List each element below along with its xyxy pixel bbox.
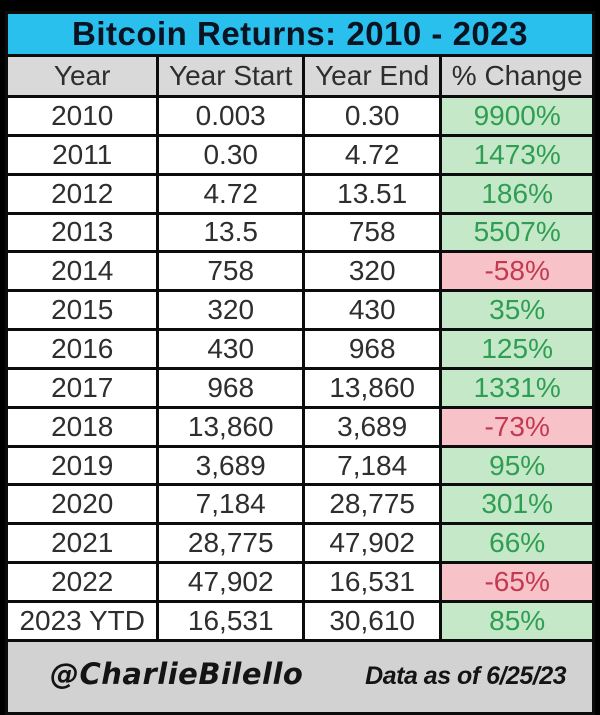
year-end-cell: 3,689 xyxy=(301,405,443,448)
year-end-cell: 47,902 xyxy=(301,522,443,565)
year-end-cell: 0.30 xyxy=(301,95,443,137)
col-header-year-start: Year Start xyxy=(156,54,305,98)
table-row: 2016 430 968 125% xyxy=(4,328,595,370)
table-row: 2011 0.30 4.72 1473% xyxy=(4,133,595,176)
year-end-cell: 13,860 xyxy=(301,366,443,409)
pct-change-cell: 125% xyxy=(439,328,595,370)
year-cell: 2016 xyxy=(4,328,160,370)
year-cell: 2017 xyxy=(4,366,160,409)
year-cell: 2014 xyxy=(4,250,160,293)
title-row: Bitcoin Returns: 2010 - 2023 xyxy=(5,11,595,57)
pct-change-cell: 35% xyxy=(439,289,595,332)
table-body: 2010 0.003 0.30 9900% 2011 0.30 4.72 1473% 2012 4… xyxy=(4,95,595,643)
year-end-cell: 7,184 xyxy=(301,444,443,487)
col-header-year-end: Year End xyxy=(301,54,443,98)
pct-change-cell: 1331% xyxy=(439,366,595,409)
pct-change-cell: -65% xyxy=(439,561,595,603)
year-cell: 2013 xyxy=(4,211,160,254)
pct-change-cell: -58% xyxy=(439,250,595,293)
year-end-cell: 4.72 xyxy=(301,133,443,176)
table-row: 2021 28,775 47,902 66% xyxy=(4,522,595,565)
table-row: 2018 13,860 3,689 -73% xyxy=(4,405,595,448)
year-end-cell: 28,775 xyxy=(301,483,443,526)
year-start-cell: 16,531 xyxy=(156,599,305,643)
year-end-cell: 320 xyxy=(301,250,443,293)
table-row: 2023 YTD 16,531 30,610 85% xyxy=(4,599,595,643)
year-end-cell: 758 xyxy=(301,211,443,254)
year-start-cell: 13,860 xyxy=(156,405,305,448)
bitcoin-returns-table: Bitcoin Returns: 2010 - 2023 Year Year S… xyxy=(4,11,595,715)
table-row: 2015 320 430 35% xyxy=(4,289,595,332)
year-cell: 2012 xyxy=(4,172,160,215)
year-start-cell: 0.30 xyxy=(156,133,305,176)
year-start-cell: 47,902 xyxy=(156,561,305,603)
year-cell: 2019 xyxy=(4,444,160,487)
year-start-cell: 758 xyxy=(156,250,305,293)
table-row: 2014 758 320 -58% xyxy=(4,250,595,293)
year-start-cell: 320 xyxy=(156,289,305,332)
pct-change-cell: 85% xyxy=(439,599,595,643)
page-title: Bitcoin Returns: 2010 - 2023 xyxy=(5,11,595,57)
year-cell: 2021 xyxy=(4,522,160,565)
table-row: 2019 3,689 7,184 95% xyxy=(4,444,595,487)
pct-change-cell: 186% xyxy=(439,172,595,215)
footer-row: @CharlieBilello Data as of 6/25/23 xyxy=(5,639,595,715)
year-end-cell: 430 xyxy=(301,289,443,332)
table-row: 2022 47,902 16,531 -65% xyxy=(4,561,595,603)
pct-change-cell: 301% xyxy=(439,483,595,526)
table-row: 2010 0.003 0.30 9900% xyxy=(4,95,595,137)
year-cell: 2011 xyxy=(4,133,160,176)
year-start-cell: 430 xyxy=(156,328,305,370)
year-end-cell: 16,531 xyxy=(301,561,443,603)
header-row: Year Year Start Year End % Change xyxy=(4,54,595,98)
year-start-cell: 28,775 xyxy=(156,522,305,565)
author-credit: @CharlieBilello xyxy=(50,657,304,691)
year-cell: 2020 xyxy=(4,483,160,526)
pct-change-cell: -73% xyxy=(439,405,595,448)
year-start-cell: 7,184 xyxy=(156,483,305,526)
year-cell: 2015 xyxy=(4,289,160,332)
year-end-cell: 30,610 xyxy=(301,599,443,643)
year-start-cell: 4.72 xyxy=(156,172,305,215)
year-start-cell: 968 xyxy=(156,366,305,409)
year-end-cell: 968 xyxy=(301,328,443,370)
year-cell: 2022 xyxy=(4,561,160,603)
year-cell: 2023 YTD xyxy=(4,599,160,643)
table-row: 2013 13.5 758 5507% xyxy=(4,211,595,254)
table-row: 2020 7,184 28,775 301% xyxy=(4,483,595,526)
year-start-cell: 3,689 xyxy=(156,444,305,487)
year-start-cell: 13.5 xyxy=(156,211,305,254)
table-row: 2017 968 13,860 1331% xyxy=(4,366,595,409)
year-cell: 2010 xyxy=(4,95,160,137)
footer-content: @CharlieBilello Data as of 6/25/23 xyxy=(10,644,591,691)
table-footer: @CharlieBilello Data as of 6/25/23 xyxy=(5,639,595,715)
data-as-of-note: Data as of 6/25/23 xyxy=(365,662,566,690)
table-row: 2012 4.72 13.51 186% xyxy=(4,172,595,215)
year-start-cell: 0.003 xyxy=(156,95,305,137)
pct-change-cell: 1473% xyxy=(439,133,595,176)
pct-change-cell: 5507% xyxy=(439,211,595,254)
pct-change-cell: 66% xyxy=(439,522,595,565)
year-cell: 2018 xyxy=(4,405,160,448)
pct-change-cell: 95% xyxy=(439,444,595,487)
col-header-pct-change: % Change xyxy=(439,54,595,98)
pct-change-cell: 9900% xyxy=(439,95,595,137)
year-end-cell: 13.51 xyxy=(301,172,443,215)
col-header-year: Year xyxy=(4,54,160,98)
